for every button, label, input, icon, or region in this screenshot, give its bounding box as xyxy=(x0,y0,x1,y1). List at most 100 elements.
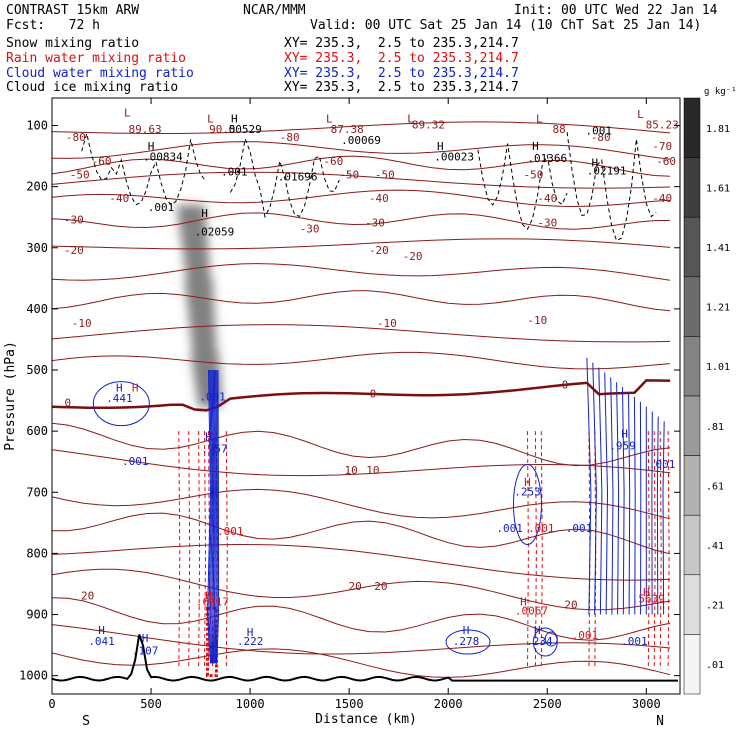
isotherm-label: -40 xyxy=(109,192,129,205)
legend-snow: Snow mixing ratio xyxy=(6,36,140,51)
contour-annotation: .001 xyxy=(122,455,149,468)
contour-annotation: .001 xyxy=(148,201,175,214)
contour-annotation: H xyxy=(247,626,254,639)
contour-annotation: L xyxy=(536,112,543,125)
contour-annotation: H xyxy=(132,381,139,394)
legend-cloud-water: Cloud water mixing ratio xyxy=(6,66,194,81)
isotherm-label: -50 xyxy=(375,169,395,182)
colorbar-tick-label: .01 xyxy=(706,660,724,671)
contour-annotation: L xyxy=(207,112,214,125)
snow-plume-segment xyxy=(184,278,217,352)
center-name: NCAR/MMM xyxy=(243,3,306,18)
contour-annotation: .107 xyxy=(132,644,159,657)
contour-annotation: H xyxy=(592,156,599,169)
cloud-water-contour xyxy=(213,369,216,664)
isotherm xyxy=(52,324,671,343)
contour-annotation: .02191 xyxy=(587,164,627,177)
legend-cloud-ice: Cloud ice mixing ratio xyxy=(6,80,179,95)
isotherm xyxy=(52,121,671,134)
isotherm-label: -80 xyxy=(591,131,611,144)
contour-annotation: L xyxy=(637,108,644,121)
y-tick-label: 300 xyxy=(26,241,48,255)
rain-contour xyxy=(534,431,537,670)
contour-annotation: H xyxy=(231,112,238,125)
contour-annotation: H xyxy=(142,632,149,645)
cloud-water-contour xyxy=(212,369,215,664)
colorbar-tick-label: .81 xyxy=(706,422,724,433)
contour-annotation: 90.5 xyxy=(209,123,236,136)
colorbar-swatch xyxy=(683,455,701,516)
colorbar-swatch xyxy=(683,395,701,456)
y-tick-label: 700 xyxy=(26,485,48,499)
y-tick-label: 100 xyxy=(26,119,48,133)
forecast-hour: Fcst: 72 h xyxy=(6,18,100,33)
cloud-water-contour xyxy=(633,396,636,615)
cloud-water-contour xyxy=(592,362,597,615)
contour-annotation: .001 xyxy=(566,522,593,535)
contour-annotation: .001 xyxy=(221,166,248,179)
cloud-water-contour xyxy=(215,369,218,664)
isotherm xyxy=(52,155,671,177)
rain-contour xyxy=(188,431,191,670)
isotherm xyxy=(52,568,671,611)
isotherm-label: -20 xyxy=(64,244,84,257)
colorbar-unit: g kg⁻¹ xyxy=(704,87,737,97)
x-tick-label: 3000 xyxy=(632,697,661,711)
x-tick-label: 500 xyxy=(140,697,162,711)
isotherm xyxy=(52,624,671,655)
south-label: S xyxy=(82,714,90,729)
isotherm xyxy=(52,238,671,250)
isotherm xyxy=(52,597,671,641)
contour-annotation: H xyxy=(532,140,539,153)
isotherm-label: 20 xyxy=(564,598,577,611)
plot-frame xyxy=(51,97,681,695)
contour-annotation: H xyxy=(205,589,212,602)
isotherm-label: 0 xyxy=(562,378,569,391)
isotherm-label: -40 xyxy=(537,192,557,205)
isotherm-label: 0 xyxy=(65,397,72,410)
contour-annotation: .02059 xyxy=(195,226,235,239)
cloud-ice-contour xyxy=(477,143,568,231)
cloud-water-contour xyxy=(616,382,620,615)
y-axis-label: Pressure (hPa) xyxy=(3,341,18,451)
isotherm-label: 10 xyxy=(366,464,379,477)
isotherm xyxy=(52,488,671,520)
rain-contour xyxy=(527,431,529,670)
rain-contour xyxy=(225,431,228,670)
contour-annotation: .00069 xyxy=(341,134,381,147)
model-title: CONTRAST 15km ARW xyxy=(6,3,140,18)
colorbar-tick-label: 1.41 xyxy=(706,243,730,254)
colorbar-tick-label: 1.81 xyxy=(706,124,730,135)
contour-annotation: L xyxy=(407,112,414,125)
isotherm xyxy=(52,512,671,555)
cloud-ice-contours xyxy=(81,132,657,242)
temperature-isotherms xyxy=(52,121,671,678)
contour-annotation: .441 xyxy=(106,392,133,405)
rain-contour xyxy=(178,431,181,670)
contour-annotation: .5639 xyxy=(632,592,665,605)
isotherm-label: 10 xyxy=(345,464,358,477)
contour-annotation: H xyxy=(116,381,123,394)
isotherm-label: -30 xyxy=(300,222,320,235)
isotherm-label: -10 xyxy=(377,317,397,330)
colorbar-swatch xyxy=(683,157,701,218)
isotherm xyxy=(52,212,671,230)
colorbar-tick-label: .41 xyxy=(706,541,724,552)
colorbar-swatch xyxy=(683,97,701,158)
contour-annotation: .00023 xyxy=(434,150,474,163)
colorbar-swatch xyxy=(683,514,701,576)
isotherm-label: -30 xyxy=(64,213,84,226)
contour-annotation: 00529 xyxy=(229,123,262,136)
contour-annotation: H xyxy=(201,207,208,220)
cloud-water-contour xyxy=(214,369,217,664)
cloud-water-cell xyxy=(92,381,150,427)
contour-annotation: .234 xyxy=(526,635,553,648)
cloud-water-contour xyxy=(208,369,213,664)
cloud-water-contour xyxy=(628,391,631,615)
cloud-water-contour xyxy=(622,387,625,615)
rain-contour xyxy=(204,431,207,670)
x-tick-label: 1500 xyxy=(335,697,364,711)
isotherm-label: -10 xyxy=(527,314,547,327)
cloud-water-contour xyxy=(656,416,659,615)
